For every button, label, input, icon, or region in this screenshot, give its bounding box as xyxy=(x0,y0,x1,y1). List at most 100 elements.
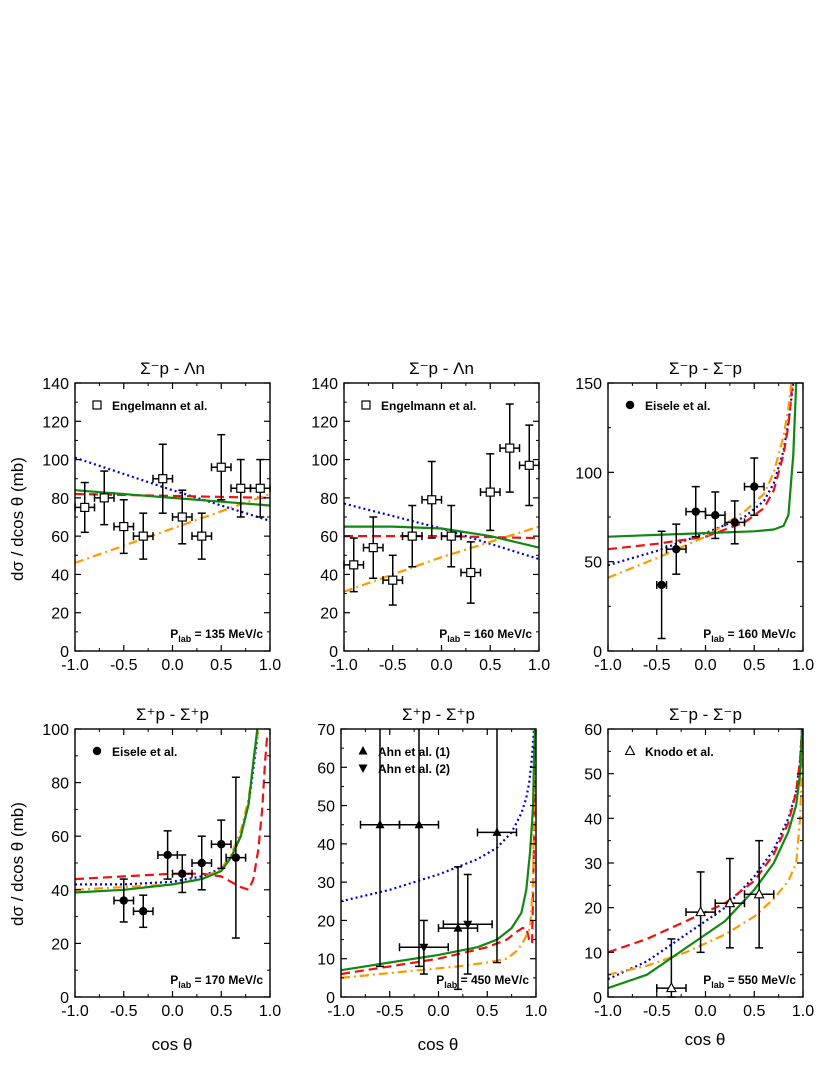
curve-dashed xyxy=(75,736,269,891)
x-tick-label: -1.0 xyxy=(61,1003,89,1020)
data-marker xyxy=(724,897,736,908)
data-marker xyxy=(407,531,417,541)
data-marker xyxy=(453,923,463,932)
legend-marker xyxy=(361,400,371,410)
data-points xyxy=(113,776,247,939)
data-point xyxy=(518,424,540,507)
y-tick-label: 50 xyxy=(584,767,602,784)
y-tick-label: 70 xyxy=(317,722,335,739)
data-marker xyxy=(177,512,187,522)
data-point xyxy=(171,854,193,894)
y-tick-label: 60 xyxy=(317,760,335,777)
momentum-label: Plab = 160 MeV/c xyxy=(703,627,796,644)
curves xyxy=(608,729,803,990)
y-tick-label: 50 xyxy=(584,555,602,572)
x-tick-label: 1.0 xyxy=(259,1003,281,1020)
data-point xyxy=(499,403,521,493)
data-point xyxy=(152,443,174,514)
data-marker xyxy=(119,521,129,532)
y-tick-label: 100 xyxy=(311,453,338,470)
data-point xyxy=(382,554,404,606)
x-tick-label: 0.5 xyxy=(476,1003,498,1020)
x-tick-label: -0.5 xyxy=(643,657,671,674)
data-marker xyxy=(163,850,172,860)
x-axis-label-left: cos θ xyxy=(151,1035,193,1054)
legend-marker xyxy=(92,746,102,756)
panel-title: Σ⁻p - Σ⁻p xyxy=(669,359,742,378)
data-point xyxy=(210,819,232,870)
data-point xyxy=(398,729,440,968)
curve-dotted xyxy=(75,456,270,522)
data-point xyxy=(479,453,501,532)
data-points xyxy=(656,457,765,640)
curve-dashdot xyxy=(75,729,260,891)
data-point xyxy=(665,523,687,575)
x-axis-label-right: cos θ xyxy=(684,1030,726,1049)
y-tick-label: 140 xyxy=(42,376,69,393)
y-tick-label: 0 xyxy=(329,644,338,661)
y-tick-label: 120 xyxy=(311,414,338,431)
data-point xyxy=(230,458,252,518)
data-marker xyxy=(217,840,226,849)
y-tick-label: 10 xyxy=(317,952,335,969)
data-point xyxy=(191,512,213,560)
x-tick-label: -0.5 xyxy=(643,1003,671,1020)
y-tick-label: 40 xyxy=(584,811,602,828)
curves xyxy=(344,502,539,593)
data-marker xyxy=(753,888,765,899)
chart-panel-6: Σ⁻p - Σ⁻p -1.0 -0.5 0.0 0.5 1.0 0 10 20 30 40 50 60 K… xyxy=(584,705,814,1020)
y-axis-label-top: dσ / dcos θ (mb) xyxy=(8,457,27,581)
legend: Ahn et al. (1) Ahn et al. (2) xyxy=(358,745,450,776)
chart-panel-5: Σ⁺p - Σ⁺p -1.0 -0.5 0.0 0.5 1.0 0 10 20 30 40 50 60 7… xyxy=(317,705,547,1020)
legend-label: Eisele et al. xyxy=(645,399,710,413)
data-point xyxy=(132,894,154,929)
panel-title: Σ⁻p - Λn xyxy=(140,359,205,378)
momentum-label: Plab = 550 MeV/c xyxy=(703,973,796,990)
data-point xyxy=(685,485,707,538)
data-marker xyxy=(197,531,207,541)
legend: Engelmann et al. xyxy=(361,399,476,413)
y-tick-label: 10 xyxy=(584,945,602,962)
x-tick-label: -0.5 xyxy=(379,657,407,674)
data-marker xyxy=(463,920,473,930)
y-tick-label: 20 xyxy=(317,913,335,930)
y-tick-label: 20 xyxy=(584,901,602,918)
data-point xyxy=(398,919,449,975)
x-tick-label: 1.0 xyxy=(528,657,550,674)
x-tick-label: -0.5 xyxy=(110,657,138,674)
y-tick-label: 0 xyxy=(593,644,602,661)
x-tick-label: -1.0 xyxy=(330,657,358,674)
data-marker xyxy=(711,511,720,520)
data-point xyxy=(656,530,668,640)
y-tick-label: 30 xyxy=(317,875,335,892)
legend-label: Engelmann et al. xyxy=(381,399,476,413)
curve-solid xyxy=(608,383,798,538)
x-tick-label: 0.5 xyxy=(210,657,232,674)
data-point xyxy=(421,460,443,539)
data-point xyxy=(362,516,384,580)
y-axis-label-bottom: dσ / dcos θ (mb) xyxy=(8,802,27,926)
legend-marker xyxy=(358,746,368,755)
data-point xyxy=(656,938,687,998)
y-tick-label: 0 xyxy=(326,990,335,1007)
y-tick-label: 50 xyxy=(317,799,335,816)
data-point xyxy=(93,470,115,526)
x-tick-label: 0.0 xyxy=(694,1003,716,1020)
data-marker xyxy=(695,905,707,917)
data-point xyxy=(460,541,482,604)
data-marker xyxy=(216,462,226,472)
data-point xyxy=(743,457,765,516)
y-tick-label: 0 xyxy=(60,644,69,661)
data-marker xyxy=(368,543,378,553)
y-tick-label: 80 xyxy=(51,776,69,793)
y-tick-label: 20 xyxy=(51,606,69,623)
data-point xyxy=(113,878,135,923)
legend-marker xyxy=(625,400,635,410)
x-tick-label: -0.5 xyxy=(110,1003,138,1020)
legend-label: Ahn et al. (2) xyxy=(378,762,450,776)
x-tick-label: 0.5 xyxy=(479,657,501,674)
y-tick-label: 60 xyxy=(51,829,69,846)
y-tick-label: 60 xyxy=(320,529,338,546)
momentum-label: Plab = 160 MeV/c xyxy=(439,627,532,644)
